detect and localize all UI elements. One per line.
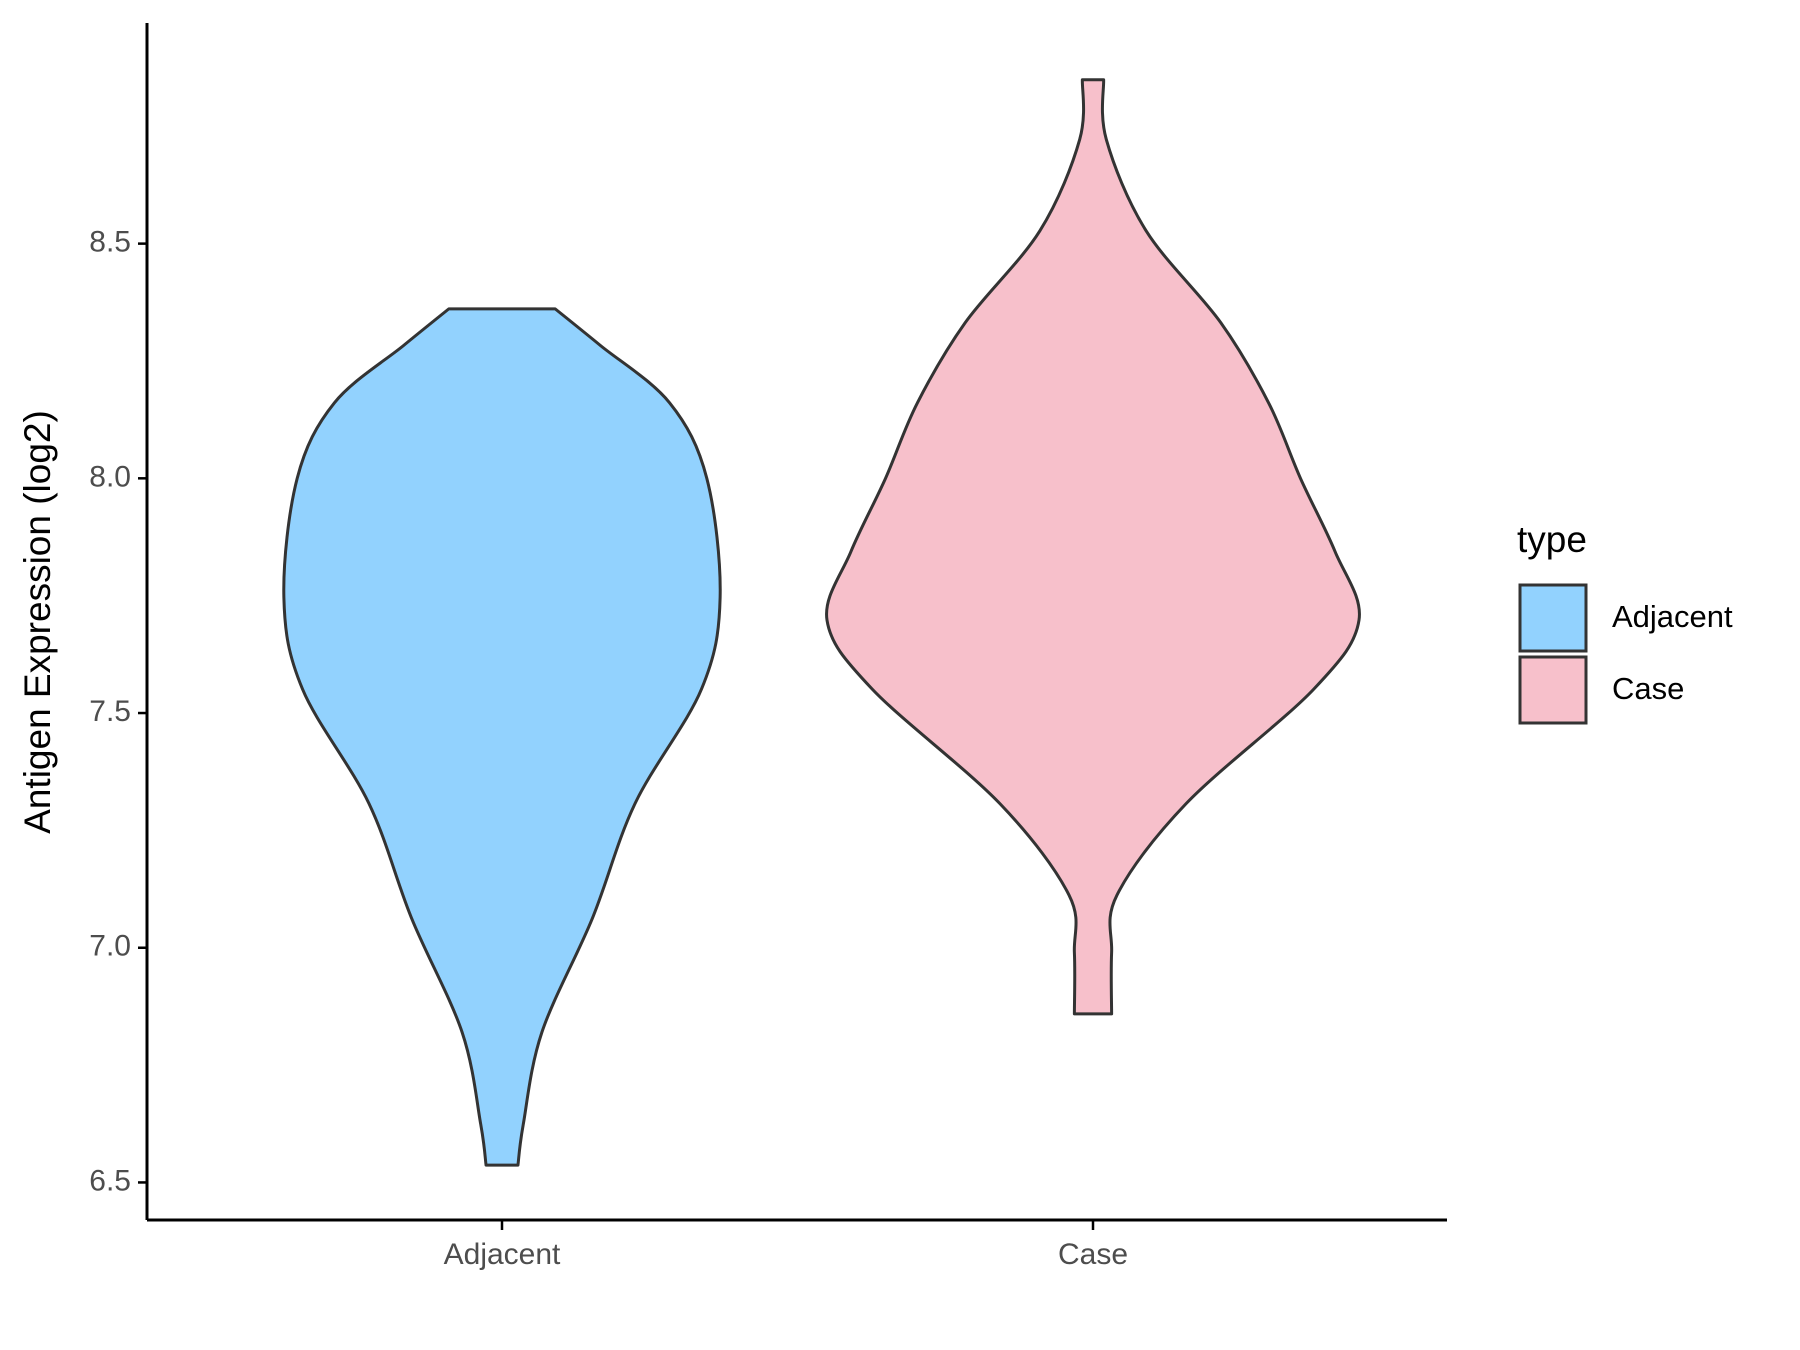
y-tick-label: 7.5 xyxy=(89,695,131,728)
y-tick-label: 6.5 xyxy=(89,1164,131,1197)
legend-key xyxy=(1518,583,1588,653)
legend-title: type xyxy=(1517,519,1587,560)
x-tick-label: Adjacent xyxy=(444,1238,561,1271)
x-tick-label: Case xyxy=(1058,1238,1128,1271)
legend-label: Adjacent xyxy=(1612,599,1733,634)
legend-label: Case xyxy=(1612,671,1684,706)
violin xyxy=(825,78,1361,1016)
legend-key xyxy=(1518,655,1588,725)
y-tick-label: 8.0 xyxy=(89,460,131,493)
y-axis-title: Antigen Expression (log2) xyxy=(17,410,58,834)
y-tick-label: 7.0 xyxy=(89,930,131,963)
violin xyxy=(282,307,722,1167)
y-tick-label: 8.5 xyxy=(89,226,131,259)
